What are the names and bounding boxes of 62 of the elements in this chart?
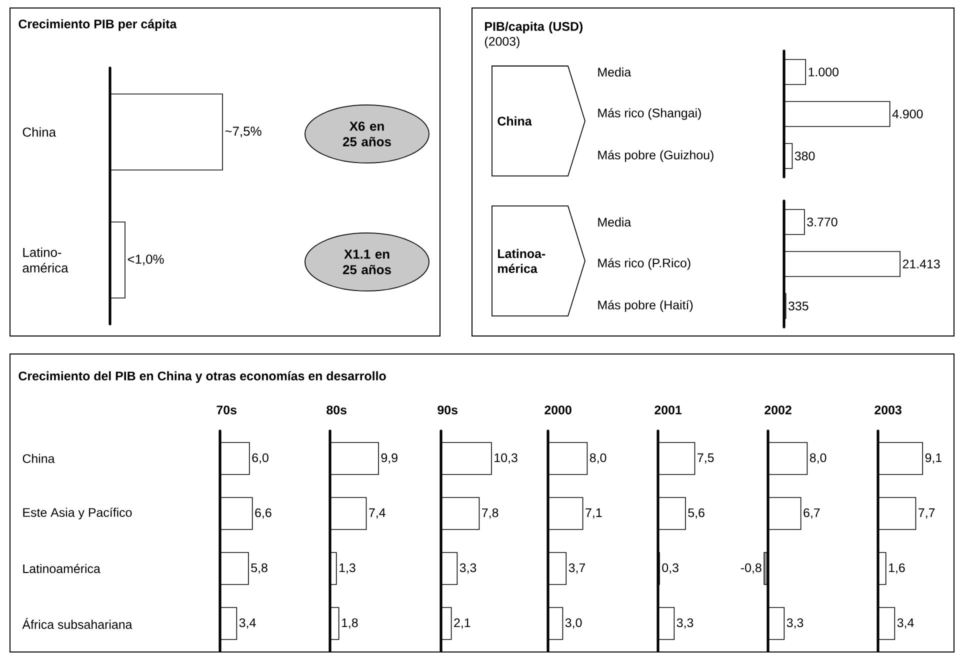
y-tick-label: Latinoamérica (23, 564, 100, 574)
y-tick-label: Más rico (P.Rico) (598, 258, 690, 270)
data-label: 3,3 (676, 618, 694, 629)
y-tick-label: Más pobre (Haití) (598, 300, 693, 312)
data-label: 5,6 (688, 508, 704, 519)
data-label: 335 (788, 302, 808, 310)
data-label: 7,7 (918, 508, 935, 519)
chart-subtitle: 90s (438, 406, 458, 414)
chart-subtitle: 2001 (654, 406, 682, 414)
y-tick-label: China (22, 127, 56, 137)
data-label: ~7,5% (225, 126, 262, 138)
data-label: 3,0 (565, 618, 582, 629)
data-label: 3,4 (239, 618, 256, 629)
y-tick-label: Más rico (Shangai) (598, 108, 701, 120)
data-label: 2,1 (454, 618, 470, 629)
data-label: 1,3 (340, 563, 356, 574)
text: X1.1 en 25 años (342, 250, 391, 274)
y-tick-label: África subsahariana (22, 618, 132, 629)
chart-subtitle: 2002 (764, 406, 792, 414)
data-label: 6,6 (255, 508, 272, 519)
data-label: 7,4 (369, 508, 386, 519)
data-label: 5,8 (251, 563, 268, 574)
data-label: 3,3 (786, 618, 804, 629)
y-tick-label: Media (598, 67, 632, 77)
chart-subtitle: 2003 (874, 406, 902, 414)
data-label: 3.770 (807, 218, 838, 226)
chart-title: Crecimiento PIB per cápita (18, 19, 177, 31)
data-label: 0,3 (662, 563, 678, 574)
data-label: 10,3 (494, 453, 518, 464)
data-label: 6,0 (252, 453, 268, 464)
text: China (498, 116, 532, 126)
text: Latinoa-mérica (498, 248, 546, 274)
y-tick-label: Este Asia y Pacífico (23, 508, 132, 520)
data-label: 380 (794, 152, 815, 160)
data-label: 4.900 (892, 110, 923, 118)
chart-subtitle: 2000 (544, 406, 572, 414)
data-label: <1,0% (128, 254, 164, 266)
chart-subtitle: 70s (216, 406, 236, 414)
data-label: 8,0 (810, 453, 826, 464)
data-label: 3,7 (568, 563, 586, 574)
data-label: 9,1 (925, 453, 942, 464)
data-label: 9,9 (381, 453, 398, 464)
y-tick-label: Latino-américa (22, 247, 68, 273)
data-label: 21.413 (902, 260, 940, 268)
data-label: 3,4 (897, 618, 914, 629)
y-tick-label: Más pobre (Guizhou) (598, 150, 714, 162)
data-label: 1,8 (342, 618, 358, 629)
data-label: 7,5 (698, 453, 714, 464)
data-label: 7,1 (586, 508, 602, 519)
text: PIB/capita (USD) (2003) (484, 22, 583, 48)
chart-title: Crecimiento del PIB en China y otras economías en desarrollo (18, 371, 386, 383)
y-tick-label: Media (598, 217, 632, 227)
text: X6 en 25 años (342, 122, 391, 146)
data-label: 7,8 (482, 508, 498, 519)
chart-subtitle: 80s (326, 406, 346, 414)
data-label: 1,6 (889, 563, 905, 574)
y-tick-label: China (22, 454, 55, 464)
data-label: 6,7 (804, 508, 820, 519)
data-label: 8,0 (590, 453, 606, 464)
data-label: 1.000 (808, 68, 838, 76)
data-label: -0,8 (740, 563, 762, 574)
data-label: 3,3 (460, 563, 476, 574)
